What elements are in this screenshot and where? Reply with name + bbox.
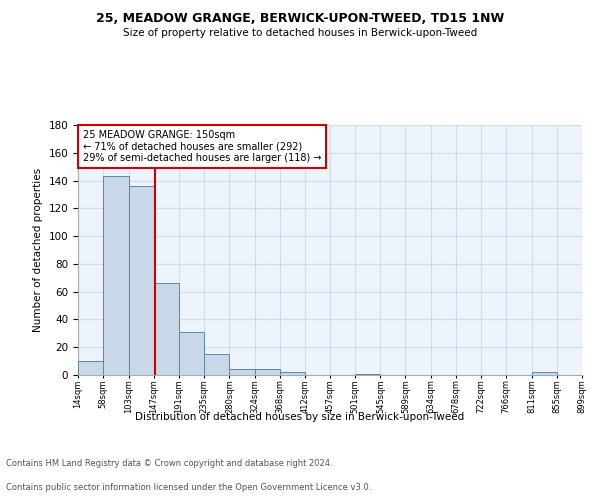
Bar	[532, 372, 557, 375]
Bar	[128, 186, 154, 375]
Text: Distribution of detached houses by size in Berwick-upon-Tweed: Distribution of detached houses by size …	[136, 412, 464, 422]
Text: Size of property relative to detached houses in Berwick-upon-Tweed: Size of property relative to detached ho…	[123, 28, 477, 38]
Bar	[355, 374, 380, 375]
Bar	[254, 370, 280, 375]
Bar	[103, 176, 128, 375]
Bar	[204, 354, 229, 375]
Bar	[229, 370, 254, 375]
Text: 25 MEADOW GRANGE: 150sqm
← 71% of detached houses are smaller (292)
29% of semi-: 25 MEADOW GRANGE: 150sqm ← 71% of detach…	[83, 130, 322, 163]
Text: Contains HM Land Registry data © Crown copyright and database right 2024.: Contains HM Land Registry data © Crown c…	[6, 458, 332, 468]
Bar	[179, 332, 204, 375]
Bar	[154, 284, 179, 375]
Bar	[78, 361, 103, 375]
Y-axis label: Number of detached properties: Number of detached properties	[33, 168, 43, 332]
Bar	[280, 372, 305, 375]
Text: 25, MEADOW GRANGE, BERWICK-UPON-TWEED, TD15 1NW: 25, MEADOW GRANGE, BERWICK-UPON-TWEED, T…	[96, 12, 504, 26]
Text: Contains public sector information licensed under the Open Government Licence v3: Contains public sector information licen…	[6, 484, 371, 492]
